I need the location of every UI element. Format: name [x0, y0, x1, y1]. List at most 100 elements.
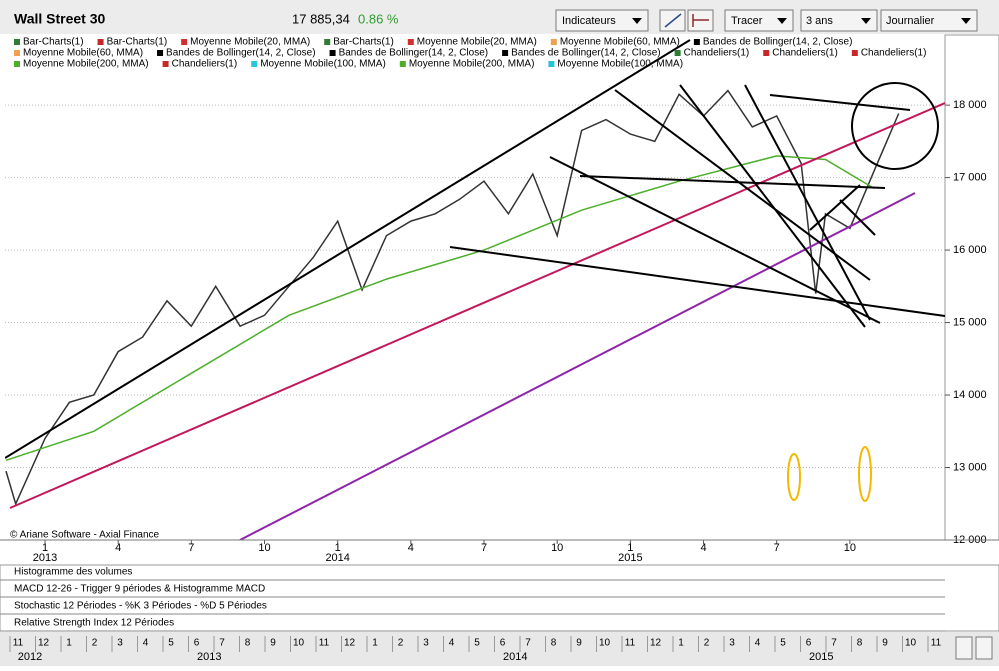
y-tick-label: 13 000 — [953, 461, 987, 473]
nav-month: 6 — [806, 638, 812, 649]
select-label: 3 ans — [806, 15, 833, 27]
pane-label: Histogramme des volumes — [14, 567, 132, 578]
legend-label: Bar-Charts(1) — [333, 37, 394, 48]
x-tick-label: 7 — [481, 542, 487, 554]
x-tick-label: 4 — [700, 542, 706, 554]
nav-month: 1 — [66, 638, 72, 649]
pane-label: Relative Strength Index 12 Périodes — [14, 618, 174, 629]
nav-month: 1 — [372, 638, 378, 649]
nav-month: 6 — [194, 638, 200, 649]
legend-label: Chandeliers(1) — [772, 48, 838, 59]
nav-month: 12 — [344, 638, 356, 649]
legend-swatch — [693, 39, 700, 45]
button-label: Indicateurs — [562, 15, 616, 27]
period-select[interactable]: 3 ans — [800, 9, 878, 32]
legend-swatch — [399, 61, 406, 67]
legend-label: Chandeliers(1) — [172, 59, 238, 70]
x-tick-label: 4 — [115, 542, 121, 554]
navigator[interactable] — [0, 632, 999, 666]
series-line — [5, 89, 900, 506]
nav-month: 7 — [525, 638, 531, 649]
icon — [692, 14, 709, 27]
legend-swatch — [157, 50, 164, 56]
year-label: 2013 — [33, 552, 57, 564]
trendlines — [5, 39, 945, 540]
indicator-button[interactable]: Indicateurs — [555, 9, 649, 32]
legend-swatch — [14, 61, 20, 67]
legend-label: Bandes de Bollinger(14, 2, Close) — [339, 48, 489, 59]
legend-label: Moyenne Mobile(20, MMA) — [417, 37, 537, 48]
legend-swatch — [324, 39, 331, 45]
nav-month: 2 — [704, 638, 710, 649]
button-label: Tracer — [731, 15, 763, 27]
legend-label: Bandes de Bollinger(14, 2, Close) — [511, 48, 661, 59]
nav-month: 8 — [245, 638, 251, 649]
nav-month: 3 — [423, 638, 429, 649]
nav-month: 12 — [650, 638, 662, 649]
legend-label: Chandeliers(1) — [684, 48, 750, 59]
legend-swatch — [407, 39, 414, 45]
nav-month: 8 — [857, 638, 863, 649]
legend-swatch — [181, 39, 188, 45]
draw-button[interactable]: Tracer — [724, 9, 794, 32]
interval-select[interactable]: Journalier — [880, 9, 978, 32]
x-tick-label: 1 — [335, 542, 341, 554]
y-tick-label: 16 000 — [953, 244, 987, 256]
scroll-button[interactable] — [975, 636, 993, 660]
y-tick-label: 15 000 — [953, 316, 987, 328]
y-tick-label: 18 000 — [953, 99, 987, 111]
legend-label: Moyenne Mobile(200, MMA) — [409, 59, 535, 70]
legend-label: Chandeliers(1) — [861, 48, 927, 59]
x-tick-label: 1 — [627, 542, 633, 554]
zoom-button[interactable] — [955, 636, 973, 660]
nav-month: 9 — [270, 638, 276, 649]
nav-month: 7 — [219, 638, 225, 649]
y-tick-label: 14 000 — [953, 389, 987, 401]
nav-month: 10 — [293, 638, 305, 649]
title: Wall Street 30 — [14, 11, 106, 27]
nav-month: 11 — [931, 638, 942, 649]
nav-month: 2 — [398, 638, 404, 649]
x-tick-label: 10 — [844, 542, 856, 554]
legend-label: Moyenne Mobile(100, MMA) — [260, 59, 386, 70]
nav-month: 4 — [755, 638, 761, 649]
icon — [664, 13, 682, 28]
x-tick-label: 10 — [258, 542, 270, 554]
y-axis-area — [944, 34, 999, 541]
legend-label: Bandes de Bollinger(14, 2, Close) — [166, 48, 316, 59]
indicator-panes — [0, 564, 999, 632]
legend-swatch — [14, 39, 20, 45]
legend-swatch — [329, 50, 336, 56]
nav-month: 1 — [678, 638, 684, 649]
legend-swatch — [550, 39, 557, 45]
nav-month: 12 — [38, 638, 50, 649]
nav-month: 3 — [729, 638, 735, 649]
navigator-labels: 11 12 1 2 3 4 5 6 7 8 9 10 11 12 1 2 3 4 5 6 7 8 9 10 11 12 1 2 3 4 5 6… — [9, 636, 942, 663]
nav-month: 9 — [576, 638, 582, 649]
legend-swatch — [851, 50, 858, 56]
panes: Histogramme des volumes MACD 12-26 - Trig… — [0, 567, 945, 632]
legend-label: Moyenne Mobile(60, MMA) — [560, 37, 680, 48]
change: 0.86 % — [358, 11, 399, 26]
legend-swatch — [162, 61, 169, 67]
pane-label: MACD 12-26 - Trigger 9 périodes & Histog… — [14, 584, 265, 595]
nav-year: 2015 — [809, 651, 833, 663]
y-tick-label: 17 000 — [953, 172, 987, 184]
nav-month: 11 — [13, 638, 24, 649]
watermark: © Ariane Software - Axial Finance — [10, 530, 160, 541]
year-label: 2015 — [618, 552, 642, 564]
nav-month: 3 — [117, 638, 123, 649]
nav-month: 5 — [168, 638, 174, 649]
nav-month: 11 — [319, 638, 330, 649]
x-tick-label: 7 — [188, 542, 194, 554]
nav-month: 6 — [500, 638, 506, 649]
nav-month: 9 — [882, 638, 888, 649]
year-label: 2014 — [325, 552, 349, 564]
legend-label: Bandes de Bollinger(14, 2, Close) — [703, 37, 853, 48]
nav-month: 2 — [92, 638, 98, 649]
legend-swatch — [502, 50, 509, 56]
legend-swatch — [674, 50, 681, 56]
